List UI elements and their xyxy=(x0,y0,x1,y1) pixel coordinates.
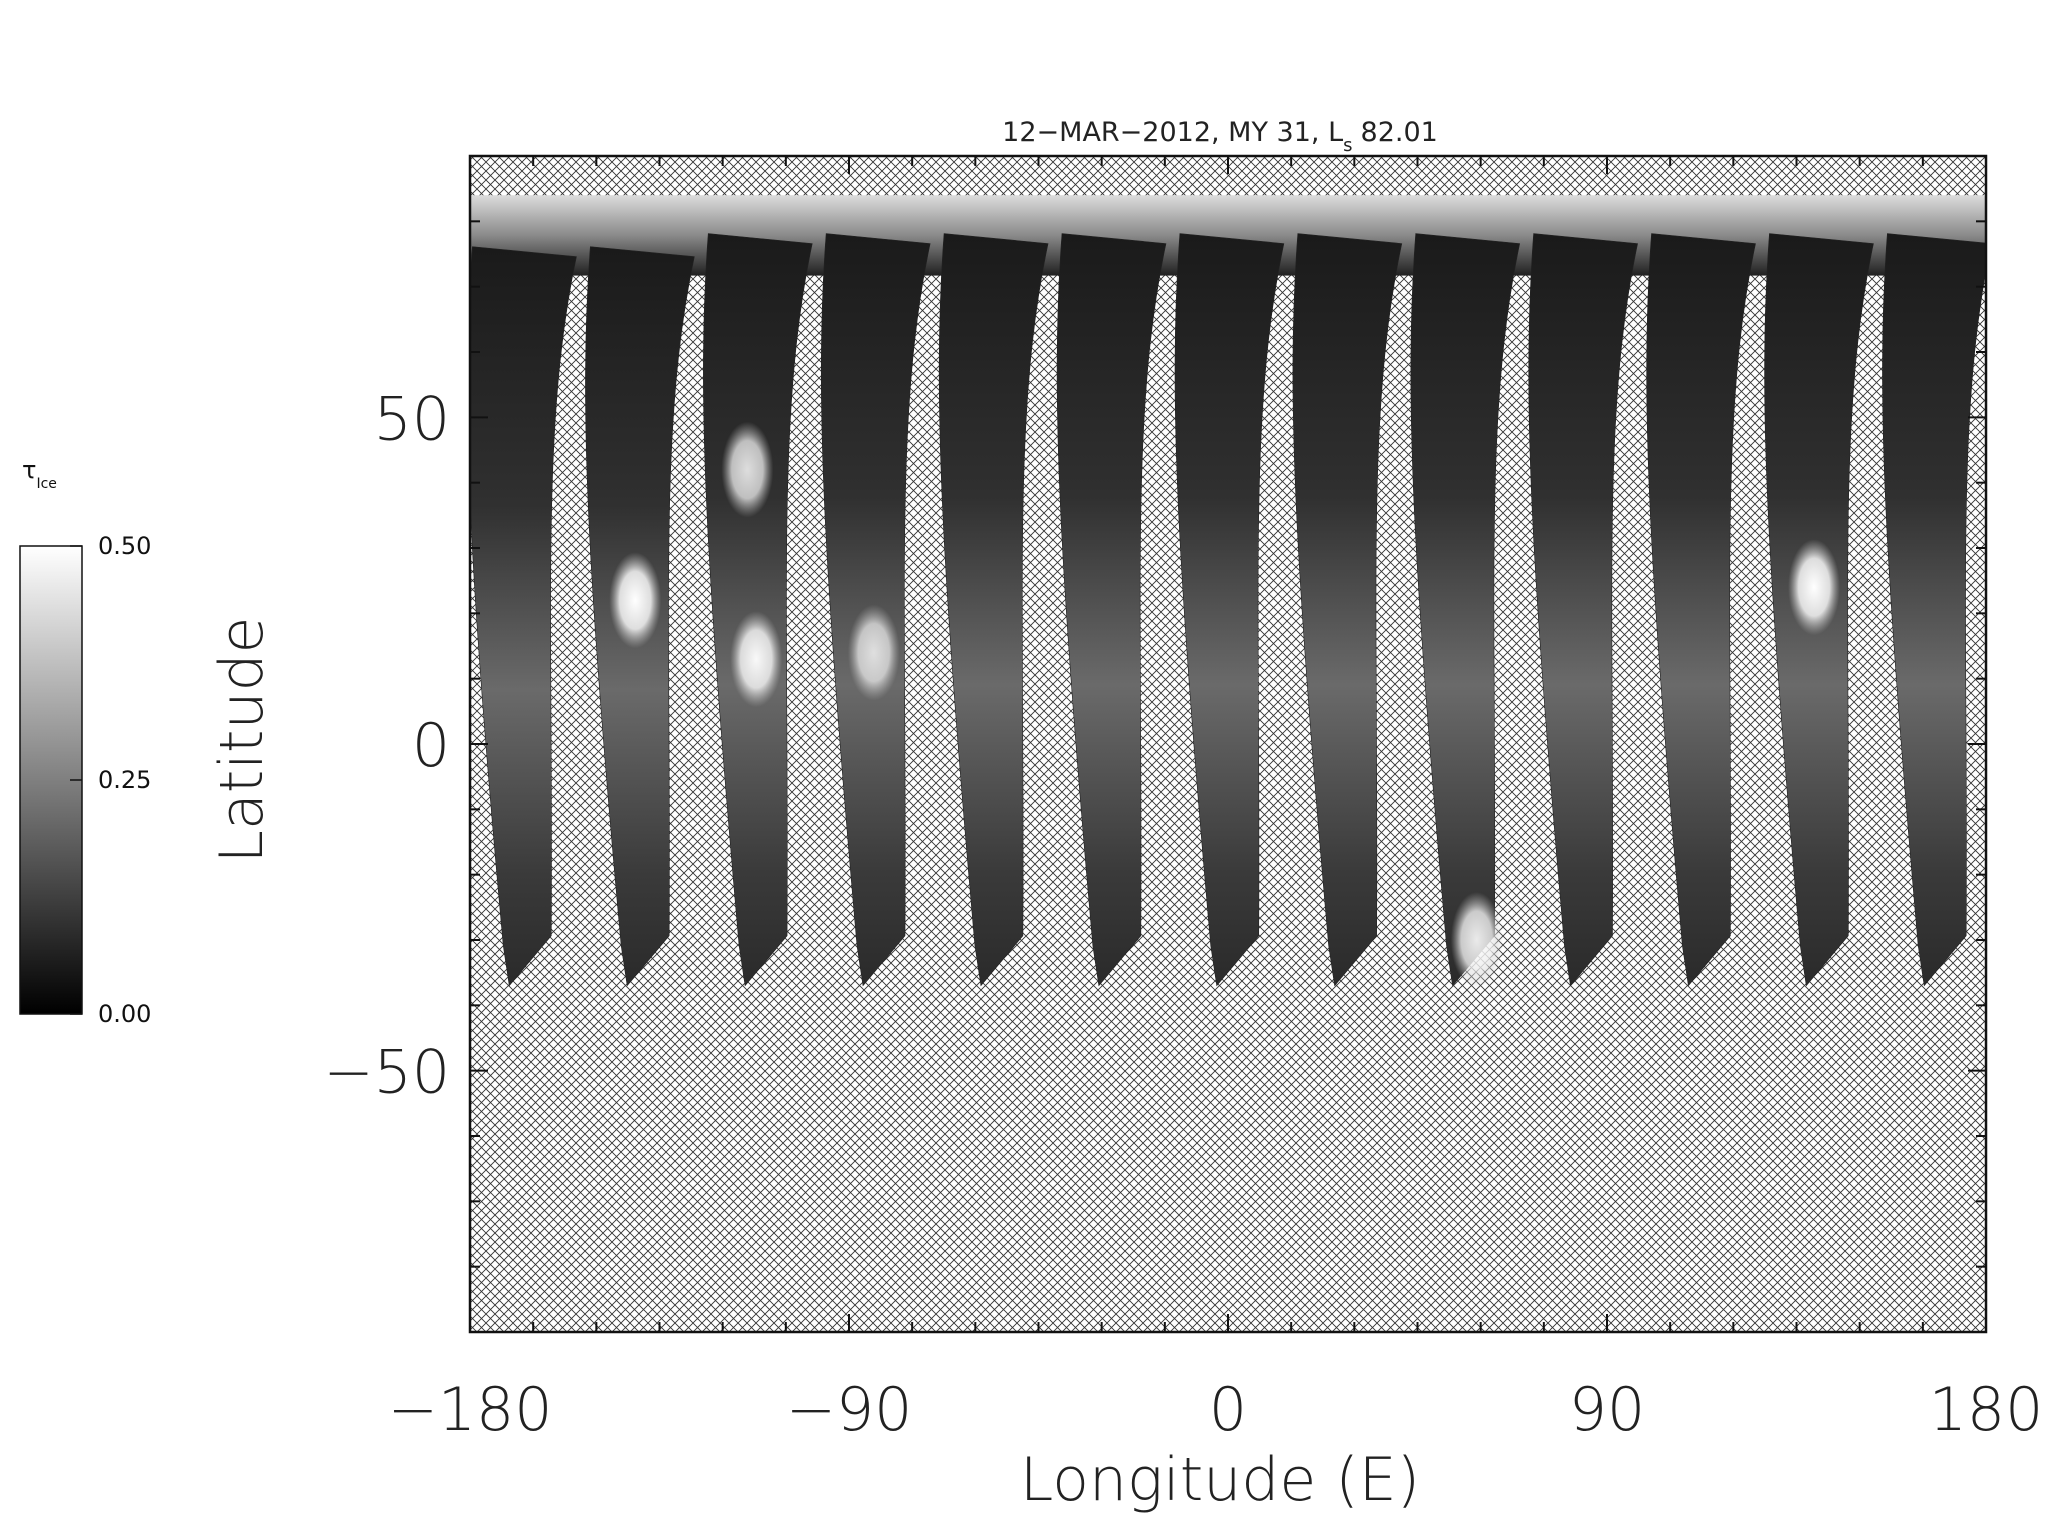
colorbar-tick-label: 0.25 xyxy=(98,766,151,794)
y-tick-label: 0 xyxy=(412,711,450,781)
data-layer xyxy=(470,195,1986,988)
title-ls-main: L xyxy=(1328,117,1343,148)
data-swath xyxy=(1646,233,1756,987)
x-tick-label: 0 xyxy=(1209,1375,1247,1445)
colorbar-tick-label: 0.50 xyxy=(98,532,151,560)
x-tick-label: −180 xyxy=(388,1375,553,1445)
x-tick-labels: −180 −90 0 90 180 xyxy=(388,1375,2044,1445)
tick-marks xyxy=(469,156,1987,1332)
y-tick-label: −50 xyxy=(323,1038,450,1108)
title-prefix: 12−MAR−2012, MY 31, xyxy=(1002,117,1328,148)
colorbar: τIce 0.50 0.25 0.00 xyxy=(19,456,151,1028)
bright-cloud-spot xyxy=(721,421,774,518)
data-swath xyxy=(1056,233,1167,987)
data-swath xyxy=(1292,233,1403,987)
data-swath xyxy=(1882,233,1986,987)
title-ls-sub: s xyxy=(1343,135,1352,156)
colorbar-label-main: τ xyxy=(22,456,36,484)
colorbar-tick-label: 0.00 xyxy=(98,1000,151,1028)
colorbar-ticks: 0.50 0.25 0.00 xyxy=(70,532,151,1028)
chart-title: 12−MAR−2012, MY 31, Ls 82.01 xyxy=(1002,117,1438,156)
title-ls-value: 82.01 xyxy=(1361,117,1438,148)
x-tick-label: 180 xyxy=(1929,1375,2044,1445)
bright-cloud-spot xyxy=(730,611,783,708)
x-axis-label: Longitude (E) xyxy=(1020,1445,1420,1515)
data-swath xyxy=(1528,233,1638,987)
bright-cloud-spot xyxy=(609,552,662,649)
data-swath xyxy=(938,233,1049,987)
x-tick-label: −90 xyxy=(786,1375,913,1445)
bright-cloud-spot xyxy=(1788,539,1841,636)
colorbar-label: τIce xyxy=(22,456,57,492)
bright-cloud-spot xyxy=(847,604,900,701)
y-tick-labels: 50 0 −50 xyxy=(323,384,450,1107)
colorbar-label-sub: Ice xyxy=(36,476,56,492)
x-tick-label: 90 xyxy=(1569,1375,1645,1445)
plot-area xyxy=(468,154,1988,1334)
y-axis-label: Latitude xyxy=(207,617,277,864)
data-swath xyxy=(1174,233,1285,987)
y-tick-label: 50 xyxy=(374,384,450,454)
data-swath xyxy=(470,246,577,987)
bright-cloud-spot xyxy=(1450,892,1503,988)
data-swath xyxy=(703,233,813,987)
